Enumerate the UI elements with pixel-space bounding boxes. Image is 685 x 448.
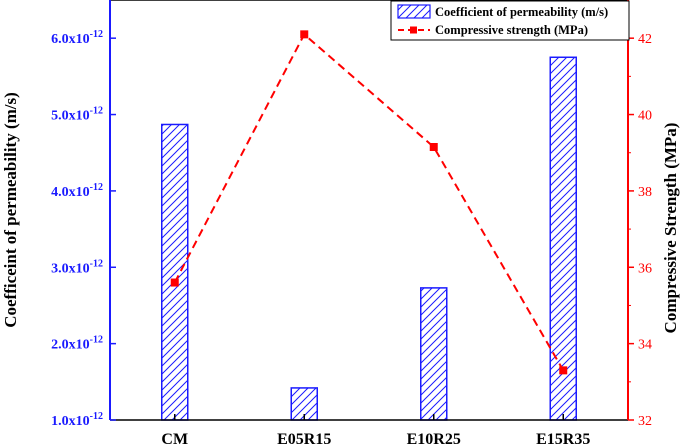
- legend-entry-permeability: Coefficient of permeability (m/s): [435, 5, 608, 19]
- plot-frame: [109, 0, 629, 421]
- strength-point-e15r35: [559, 366, 568, 375]
- right-tick-label: 36: [638, 261, 652, 276]
- left-axis-title: Coefficeint of permeability (m/s): [1, 92, 20, 328]
- right-axis-ticks: 32 34 36 38 40 42: [628, 32, 652, 429]
- left-tick-label: 3.0x10-12: [51, 258, 103, 276]
- legend-bar-swatch: [397, 4, 431, 19]
- right-tick-label: 32: [638, 414, 652, 429]
- line-layer: [170, 30, 568, 375]
- strength-line: [173, 32, 565, 371]
- left-tick-label: 6.0x10-12: [51, 29, 103, 47]
- right-axis-title: Compressive Strength (MPa): [661, 123, 680, 334]
- right-tick-label: 34: [638, 338, 652, 353]
- left-tick-label: 4.0x10-12: [51, 182, 103, 200]
- left-axis-ticks: 1.0x10-12 2.0x10-12 3.0x10-12 4.0x10-12 5.0x…: [51, 29, 116, 429]
- strength-point-e05r15: [300, 30, 309, 39]
- x-tick-label-e10r25: E10R25: [407, 431, 461, 448]
- x-tick-label-e15r35: E15R35: [536, 431, 590, 448]
- right-tick-label: 38: [638, 185, 652, 200]
- x-tick-label-e05r15: E05R15: [277, 431, 331, 448]
- right-tick-label: 42: [638, 32, 652, 47]
- right-tick-label: 40: [638, 109, 652, 124]
- left-tick-label: 5.0x10-12: [51, 106, 103, 124]
- strength-point-e10r25: [429, 143, 438, 151]
- strength-point-cm: [170, 278, 179, 287]
- legend-entry-strength: Compressive strength (MPa): [435, 23, 588, 37]
- bars-layer: [161, 56, 577, 421]
- bar-e10r25: [420, 287, 448, 421]
- left-tick-label: 2.0x10-12: [51, 335, 103, 353]
- bar-cm: [161, 123, 189, 421]
- legend: Coefficient of permeability (m/s) Compre…: [390, 0, 630, 41]
- x-axis-ticks: CM E05R15 E10R25 E15R35: [161, 414, 590, 448]
- legend-line-marker: [410, 26, 417, 34]
- legend-box: [390, 0, 630, 41]
- left-tick-label: 1.0x10-12: [51, 411, 103, 429]
- bar-e15r35: [549, 56, 577, 421]
- x-tick-label-cm: CM: [161, 431, 188, 448]
